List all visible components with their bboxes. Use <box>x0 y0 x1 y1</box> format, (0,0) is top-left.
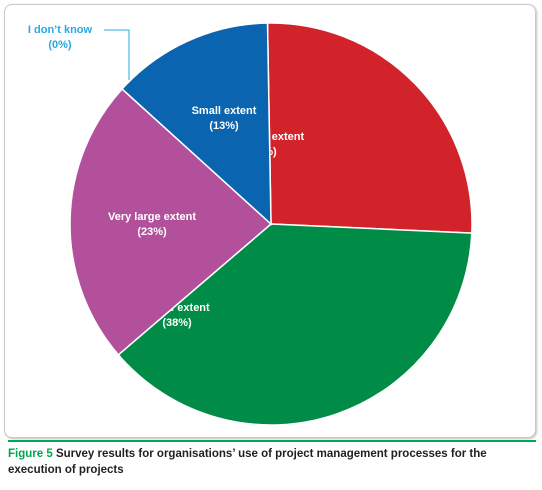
slice-percent-large-extent: (38%) <box>162 317 192 329</box>
pie-slice-very-large-extent <box>69 87 273 356</box>
figure-caption-text: Survey results for organisations’ use of… <box>8 448 487 476</box>
pie-slice-small-extent <box>121 22 272 226</box>
pie-slice-moderate-extent <box>266 22 473 234</box>
chart-frame: Moderate extent(26%)Large extent(38%)Ver… <box>4 4 536 438</box>
leader-line-i-don-t-know <box>104 29 130 80</box>
pie-chart: Moderate extent(26%)Large extent(38%)Ver… <box>28 22 473 426</box>
slice-percent-small-extent: (13%) <box>209 120 239 132</box>
figure-caption: Figure 5 Survey results for organisation… <box>8 446 536 478</box>
pie-slice-large-extent <box>117 223 473 426</box>
slice-label-very-large-extent: Very large extent <box>108 211 196 223</box>
slice-percent-i-don-t-know: (0%) <box>48 39 72 51</box>
slice-percent-very-large-extent: (23%) <box>137 226 167 238</box>
caption-rule <box>8 440 536 442</box>
slice-label-small-extent: Small extent <box>192 105 257 117</box>
figure-number: Figure 5 <box>8 448 53 460</box>
slice-label-i-don-t-know: I don’t know <box>28 24 93 36</box>
